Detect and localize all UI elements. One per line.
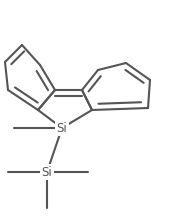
Text: Si: Si bbox=[57, 121, 67, 135]
Text: Si: Si bbox=[42, 165, 52, 179]
